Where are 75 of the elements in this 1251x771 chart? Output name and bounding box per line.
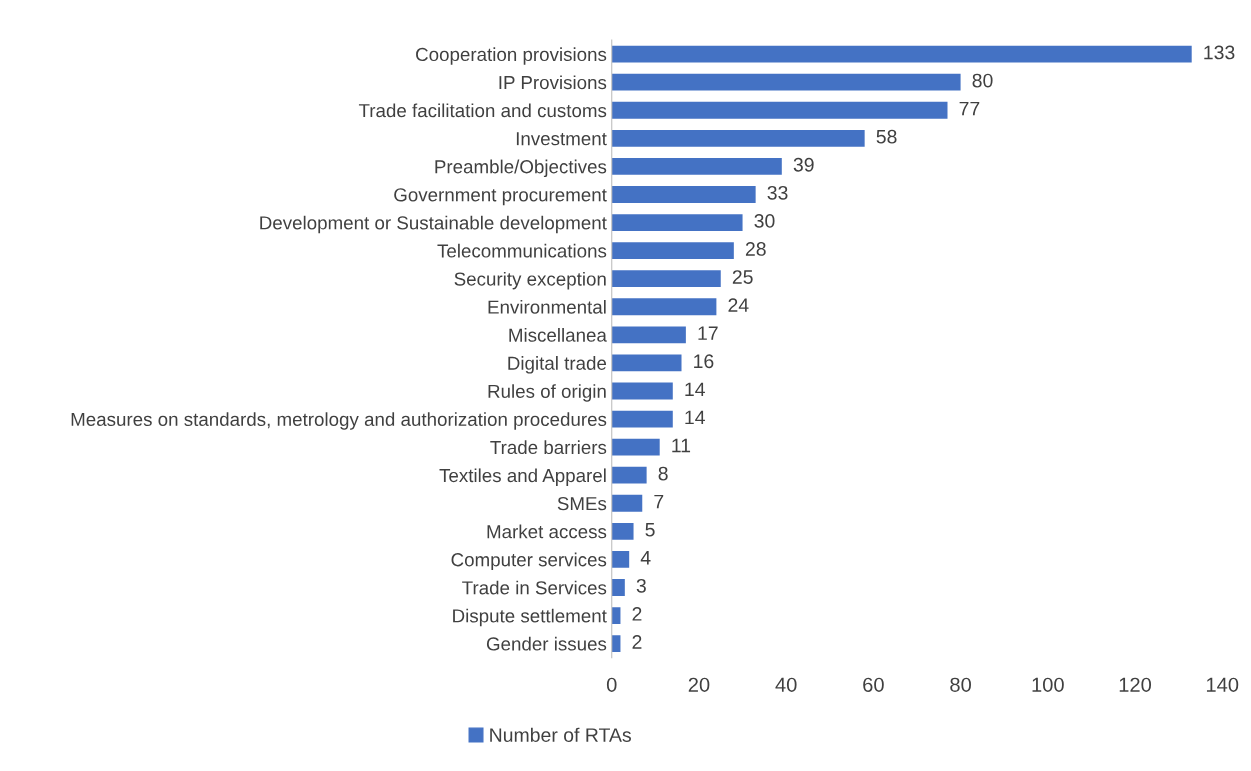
bar (611, 354, 682, 372)
bar (611, 73, 961, 91)
y-tick-label: Dispute settlement (453, 608, 607, 627)
bar (611, 382, 673, 400)
bar (611, 438, 660, 456)
y-tick-label: Digital trade (508, 356, 607, 374)
y-tick-label: Computer services (451, 552, 607, 571)
data-label: 77 (959, 101, 980, 116)
bar (611, 410, 673, 428)
y-tick-label: Textiles and Apparel (439, 468, 606, 486)
y-tick-label: Telecommunications (437, 243, 607, 258)
bar (611, 635, 621, 653)
data-label: 7 (654, 494, 664, 509)
y-tick-label: Market access (487, 524, 607, 539)
bar (611, 101, 948, 119)
data-label: 28 (745, 242, 766, 256)
bar (611, 129, 865, 147)
y-tick-label: IP Provisions (499, 75, 607, 90)
bar (611, 242, 734, 260)
bar (611, 550, 630, 568)
x-tick-label: 100 (1032, 677, 1064, 692)
bar (611, 270, 721, 288)
y-tick-label: Miscellanea (509, 328, 607, 342)
y-tick-label: Preamble/Objectives (435, 159, 607, 178)
bar (611, 579, 625, 596)
y-tick-label: Rules of origin (488, 384, 606, 402)
y-tick-label: SMEs (557, 496, 607, 511)
data-label: 24 (728, 298, 749, 312)
x-tick-label: 40 (775, 677, 797, 692)
data-label: 2 (632, 635, 642, 649)
bar (611, 466, 647, 484)
x-tick-label: 140 (1206, 677, 1239, 692)
bar (611, 157, 782, 175)
y-tick-label: Trade in Services (462, 580, 607, 595)
y-tick-label: Security exception (454, 271, 606, 290)
data-label: 17 (698, 326, 718, 340)
legend-label: Number of RTAs (490, 727, 631, 742)
data-label: 2 (632, 607, 642, 621)
data-label: 39 (793, 157, 814, 172)
x-tick-label: 60 (863, 677, 884, 692)
data-label: 33 (767, 185, 788, 200)
data-label: 133 (1204, 45, 1235, 60)
data-label: 14 (685, 410, 705, 425)
x-tick-label: 120 (1119, 677, 1152, 692)
data-label: 4 (640, 551, 651, 565)
x-tick-label: 0 (606, 677, 617, 692)
bar (611, 522, 634, 540)
bar (611, 298, 717, 316)
x-tick-label: 80 (950, 677, 971, 692)
y-tick-label: Government procurement (394, 188, 607, 206)
y-tick-label: Measures on standards, metrology and authorization procedures (71, 412, 607, 430)
data-label: 3 (636, 578, 646, 593)
data-label: 30 (754, 214, 775, 228)
y-tick-label: Cooperation provisions (416, 47, 607, 65)
data-label: 80 (972, 73, 993, 88)
data-label: 11 (672, 438, 691, 453)
bar (611, 186, 756, 203)
y-tick-label: Trade facilitation and customs (358, 103, 607, 118)
bar (611, 45, 1192, 63)
data-label: 25 (732, 270, 753, 284)
x-tick-label: 20 (688, 677, 710, 692)
bar (611, 214, 743, 231)
y-tick-label: Gender issues (486, 636, 607, 651)
y-tick-label: Environmental (488, 299, 606, 314)
y-tick-label: Investment (516, 132, 607, 146)
bar (611, 326, 686, 344)
data-label: 8 (658, 466, 668, 481)
data-label: 5 (645, 522, 655, 537)
data-label: 14 (685, 382, 705, 397)
data-label: 58 (876, 129, 897, 144)
data-label: 16 (694, 354, 714, 369)
bar (611, 494, 643, 512)
y-tick-label: Trade barriers (490, 440, 607, 455)
bar (611, 607, 621, 624)
y-tick-label: Development or Sustainable development (260, 215, 607, 234)
